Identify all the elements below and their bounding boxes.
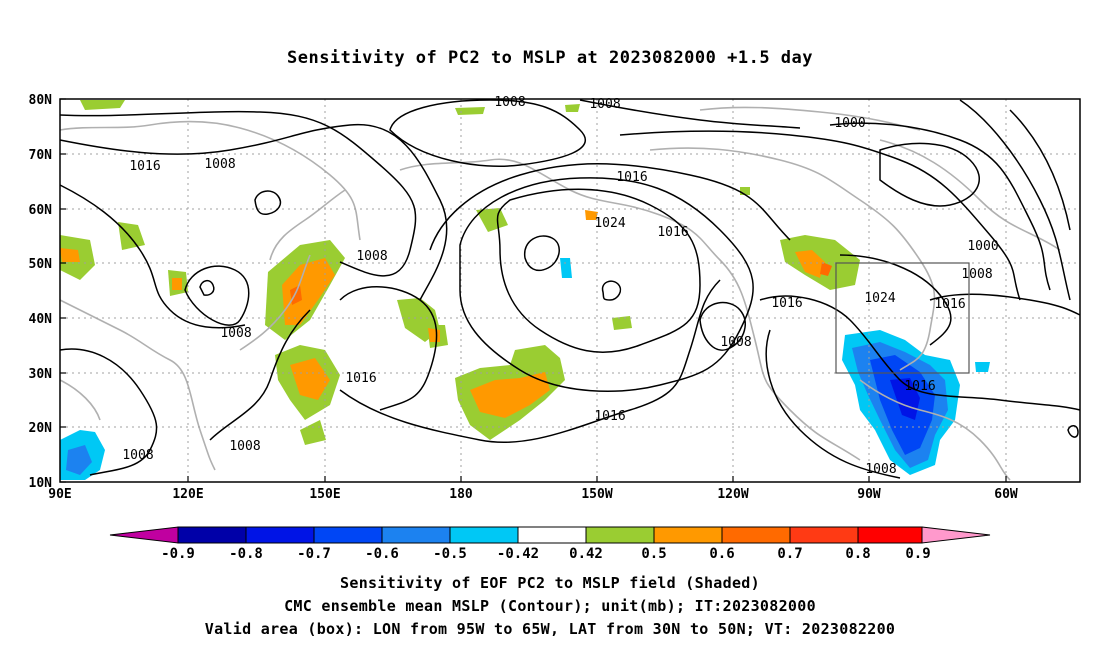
colorbar-swatch xyxy=(585,526,655,544)
mslp-contours xyxy=(59,99,1081,479)
contour-label: 1008 xyxy=(865,462,896,477)
latitude-labels: 80N 70N 60N 50N 40N 30N 20N 10N xyxy=(29,93,53,491)
contour-label: 1024 xyxy=(594,216,625,231)
caption-contour: CMC ensemble mean MSLP (Contour); unit(m… xyxy=(284,597,816,615)
contour-label: 1008 xyxy=(961,267,992,282)
contour-label: 1008 xyxy=(720,335,751,350)
map-frame xyxy=(59,98,1081,483)
lon-label: 150W xyxy=(581,487,612,502)
lon-label: 90E xyxy=(48,487,71,502)
graticule xyxy=(60,99,1080,482)
contour-label: 1016 xyxy=(616,170,647,185)
colorbar-right-triangle xyxy=(921,526,991,544)
contour-label: 1024 xyxy=(864,291,895,306)
colorbar: -0.9 -0.8 -0.7 -0.6 -0.5 -0.42 0.42 0.5 … xyxy=(109,526,991,562)
contour-label: 1000 xyxy=(834,116,865,131)
contour-label: 1008 xyxy=(356,249,387,264)
colorbar-swatch xyxy=(653,526,723,544)
colorbar-label: 0.9 xyxy=(905,546,930,562)
positive-sensitivity-shading xyxy=(60,100,860,445)
lat-label: 80N xyxy=(29,93,53,108)
valid-area-box xyxy=(835,262,970,374)
longitude-labels: 90E 120E 150E 180 150W 120W 90W 60W xyxy=(48,487,1018,502)
colorbar-left-triangle xyxy=(109,526,179,544)
lat-label: 40N xyxy=(29,312,53,327)
colorbar-swatch xyxy=(245,526,315,544)
colorbar-label: -0.5 xyxy=(433,546,467,562)
contour-label: 1016 xyxy=(934,297,965,312)
contour-label: 1008 xyxy=(204,157,235,172)
contour-label: 1016 xyxy=(129,159,160,174)
lat-label: 50N xyxy=(29,257,53,272)
lat-label: 10N xyxy=(29,476,53,491)
colorbar-swatch xyxy=(789,526,859,544)
colorbar-label: -0.9 xyxy=(161,546,195,562)
contour-label: 1016 xyxy=(904,379,935,394)
lon-label: 60W xyxy=(994,487,1018,502)
map-title: Sensitivity of PC2 to MSLP at 2023082000… xyxy=(286,48,813,68)
lat-label: 30N xyxy=(29,367,53,382)
colorbar-swatch xyxy=(517,526,587,544)
contour-label: 1008 xyxy=(494,95,525,110)
contour-label: 1008 xyxy=(229,439,260,454)
colorbar-label: -0.7 xyxy=(297,546,331,562)
contour-label: 1008 xyxy=(589,97,620,112)
colorbar-swatch xyxy=(381,526,451,544)
colorbar-label: 0.7 xyxy=(777,546,802,562)
lat-label: 70N xyxy=(29,148,53,163)
contour-label: 1016 xyxy=(657,225,688,240)
contour-label: 1008 xyxy=(220,326,251,341)
lon-label: 90W xyxy=(857,487,881,502)
lon-label: 120E xyxy=(172,487,203,502)
colorbar-swatch xyxy=(721,526,791,544)
colorbar-swatch xyxy=(313,526,383,544)
colorbar-label: 0.8 xyxy=(845,546,870,562)
colorbar-swatch xyxy=(449,526,519,544)
lon-label: 120W xyxy=(717,487,748,502)
colorbar-label: 0.5 xyxy=(641,546,666,562)
axis-ticks xyxy=(60,98,1007,483)
contour-label: 1016 xyxy=(345,371,376,386)
lon-label: 180 xyxy=(449,487,473,502)
colorbar-label: -0.8 xyxy=(229,546,263,562)
lat-label: 60N xyxy=(29,203,53,218)
colorbar-label: 0.42 xyxy=(569,546,603,562)
contour-label: 1016 xyxy=(594,409,625,424)
lat-label: 20N xyxy=(29,421,53,436)
colorbar-label: 0.6 xyxy=(709,546,734,562)
lon-label: 150E xyxy=(309,487,340,502)
coastlines xyxy=(59,106,1061,481)
colorbar-label: -0.6 xyxy=(365,546,399,562)
colorbar-label: -0.42 xyxy=(497,546,539,562)
contour-label: 1008 xyxy=(122,448,153,463)
colorbar-swatch xyxy=(857,526,923,544)
contour-label: 1000 xyxy=(967,239,998,254)
colorbar-swatch xyxy=(177,526,247,544)
contour-label: 1016 xyxy=(771,296,802,311)
caption-valid-area: Valid area (box): LON from 95W to 65W, L… xyxy=(204,620,896,638)
caption-shading: Sensitivity of EOF PC2 to MSLP field (Sh… xyxy=(340,574,760,592)
